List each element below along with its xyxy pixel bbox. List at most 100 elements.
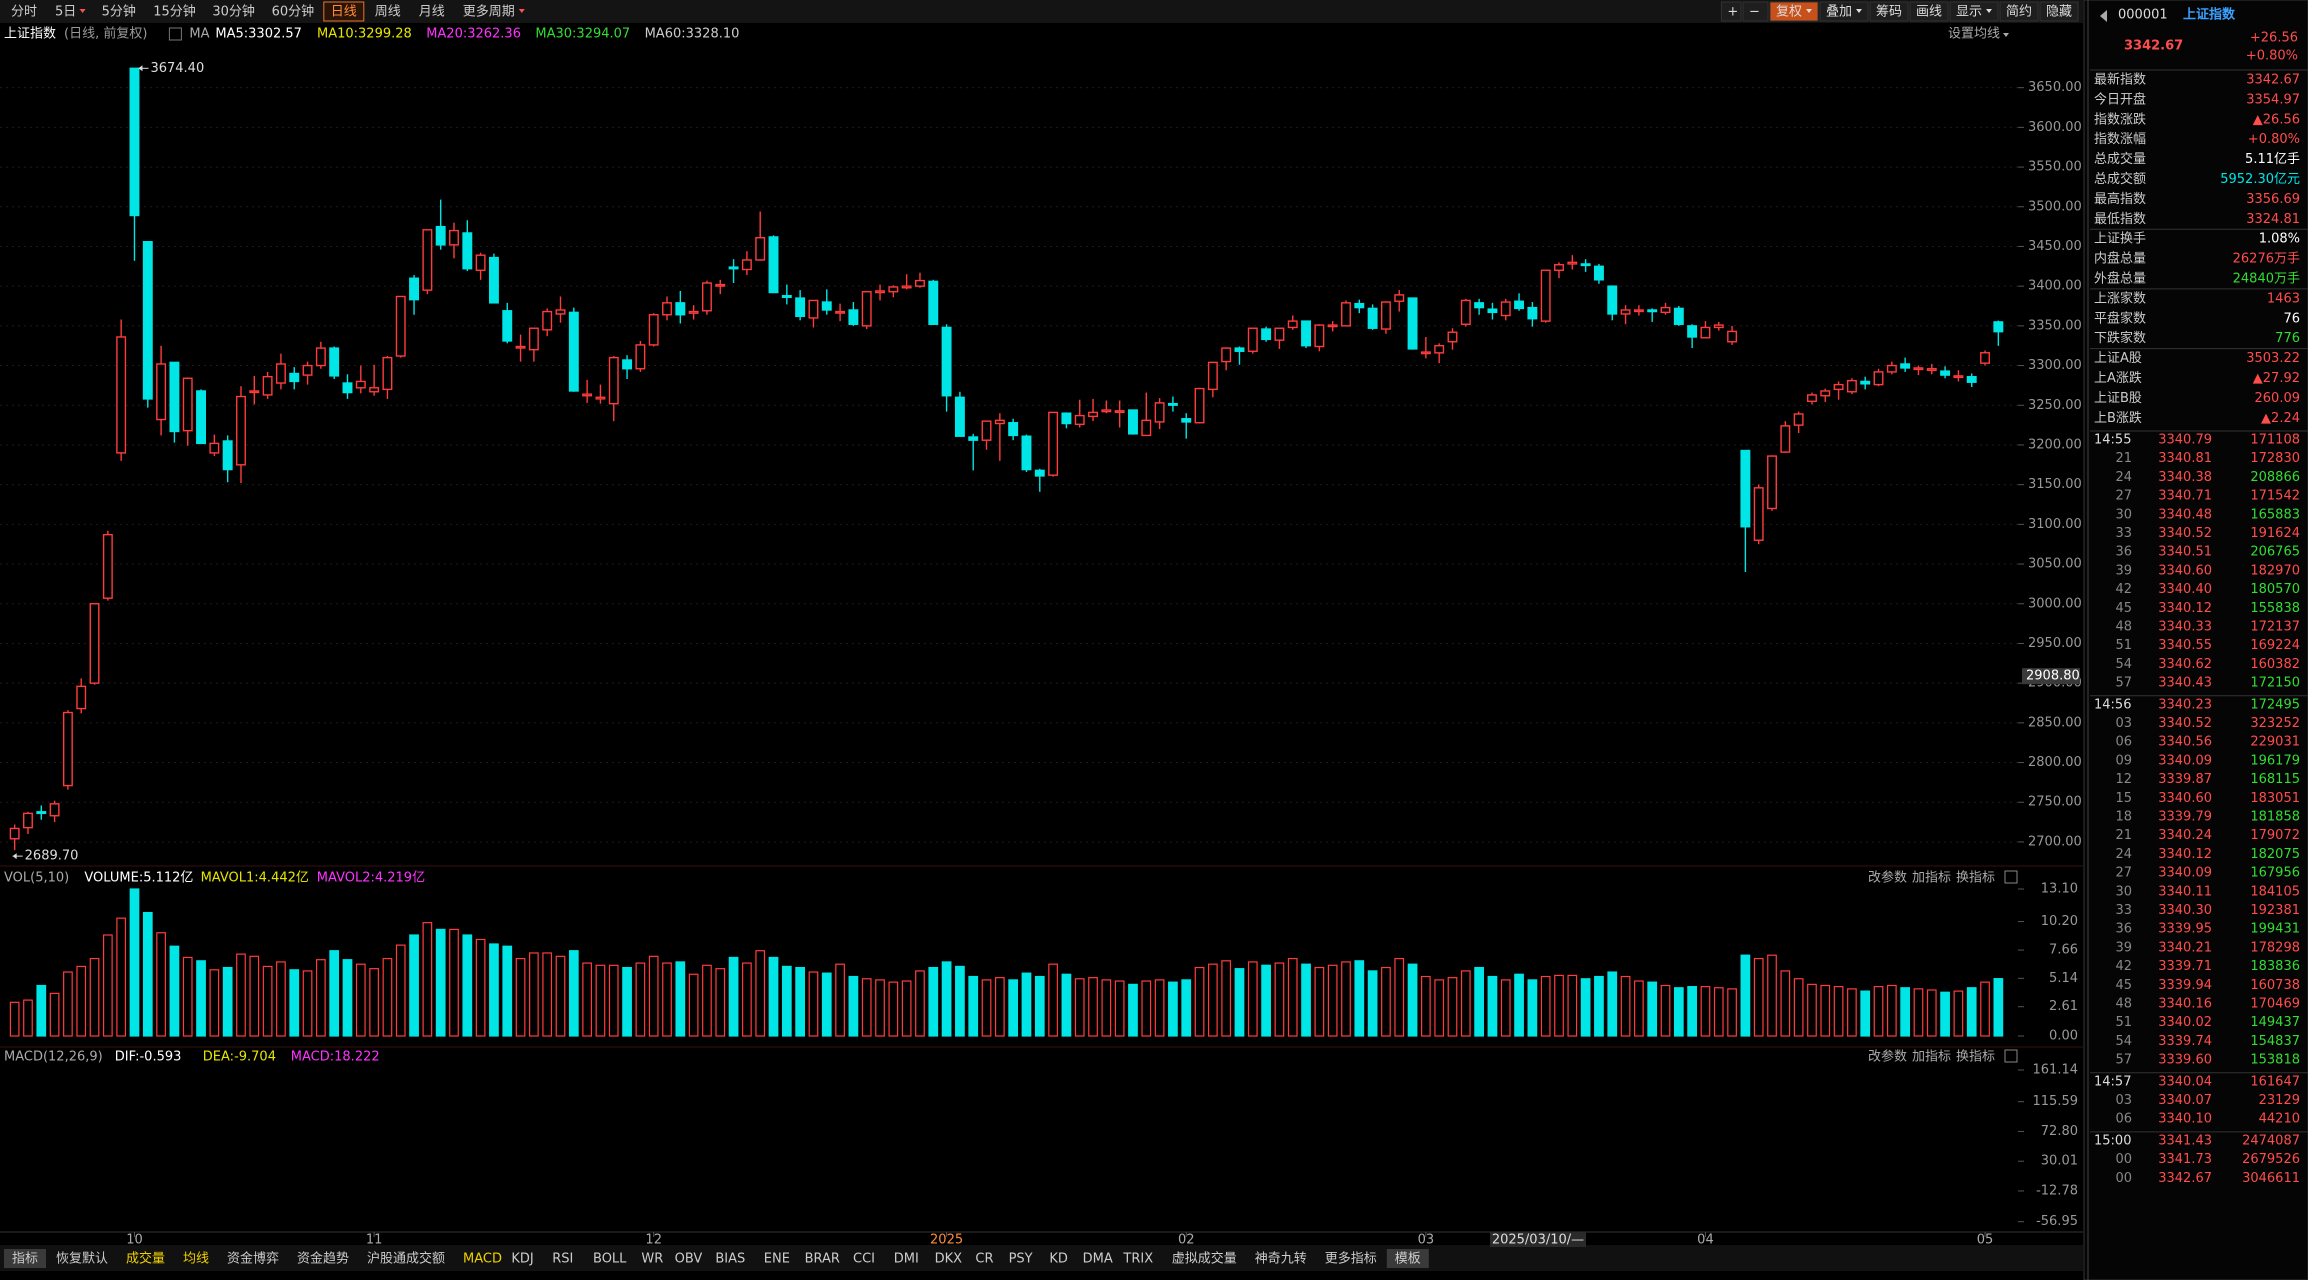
ma-legend[interactable]: MA60:3328.10 [645, 27, 740, 42]
volume-bar [1980, 981, 1990, 1037]
candle-body [169, 361, 180, 433]
tool-bg [1999, 1, 2039, 22]
volume-bar [196, 960, 206, 1037]
volume-bar [1700, 986, 1711, 1037]
period-tab[interactable]: 15分钟 [153, 4, 196, 20]
volume-bar [1673, 987, 1684, 1037]
volume-bar [1647, 981, 1658, 1037]
indicator-tab[interactable]: 沪股通成交额 [367, 1251, 445, 1267]
indicator-tab[interactable]: KD [1049, 1252, 1068, 1267]
panel-action[interactable]: 改参数 [1868, 1049, 1907, 1065]
panel-action[interactable]: 改参数 [1868, 870, 1907, 886]
volume-bar [395, 944, 406, 1037]
candle-body [808, 299, 819, 319]
indicator-tab[interactable]: 资金趋势 [297, 1251, 349, 1267]
period-tab[interactable]: 60分钟 [272, 4, 315, 20]
period-tab[interactable]: 更多周期 [463, 4, 515, 20]
volume-bar [888, 981, 899, 1037]
period-tab[interactable]: 5分钟 [102, 4, 136, 20]
indicator-tab[interactable]: DMI [894, 1252, 919, 1267]
trade-time: 06 [2115, 1112, 2132, 1127]
trade-price: 3340.62 [2158, 657, 2212, 672]
volume-bar [302, 970, 313, 1037]
indicator-tab[interactable]: CR [975, 1252, 993, 1267]
period-tab[interactable]: 分时 [11, 5, 37, 20]
period-tab[interactable]: 周线 [375, 5, 401, 20]
indicator-tab[interactable]: DMA [1083, 1252, 1113, 1267]
panel-action[interactable]: 换指标 [1956, 1050, 1995, 1065]
tool-button[interactable]: 显示 [1956, 5, 1982, 20]
indicator-tab[interactable]: BRAR [805, 1252, 840, 1267]
ma-legend[interactable]: MA10:3299.28 [317, 27, 412, 42]
trade-price: 3339.95 [2158, 922, 2212, 937]
volume-bar [449, 928, 459, 1037]
indicator-tab[interactable]: 更多指标 [1325, 1251, 1377, 1267]
panel-action[interactable]: 换指标 [1956, 871, 1995, 886]
volume-bar [1207, 963, 1218, 1037]
indicator-tab[interactable]: CCI [853, 1252, 875, 1267]
candle-body [901, 285, 912, 289]
volume-bar [848, 975, 859, 1037]
tool-button[interactable]: 叠加 [1826, 5, 1852, 20]
tab-active-bg [4, 1249, 46, 1268]
indicator-tab[interactable]: 资金博弈 [227, 1251, 279, 1267]
x-tick-label: 12 [645, 1233, 662, 1248]
period-tab[interactable]: 日线 [331, 5, 357, 20]
candle-body [1567, 261, 1578, 265]
tool-button[interactable]: + [1727, 5, 1738, 20]
prev-arrow[interactable] [2100, 10, 2107, 22]
tool-button[interactable]: 简约 [2006, 4, 2032, 20]
indicator-tab[interactable]: 模板 [1395, 1252, 1421, 1267]
trade-price: 3340.21 [2158, 940, 2212, 955]
indicator-tab[interactable]: PSY [1009, 1252, 1033, 1267]
indicator-tab[interactable]: RSI [552, 1252, 573, 1267]
quote-label: 上证B股 [2094, 391, 2142, 406]
candle-body [1420, 351, 1431, 355]
period-tab[interactable]: 30分钟 [212, 4, 255, 20]
indicator-tab[interactable]: 恢复默认 [56, 1251, 108, 1267]
ma-legend[interactable]: MA5:3302.57 [215, 27, 302, 42]
ma-settings[interactable]: 设置均线 [1948, 27, 2000, 42]
indicator-tab[interactable]: WR [641, 1252, 663, 1267]
indicator-tab[interactable]: 均线 [183, 1252, 209, 1267]
tool-button[interactable]: 隐藏 [2046, 5, 2072, 20]
indicator-tab[interactable]: 神奇九转 [1255, 1251, 1307, 1267]
trade-time: 03 [2115, 1093, 2132, 1108]
trade-price: 3342.67 [2158, 1171, 2212, 1186]
indicator-tab[interactable]: OBV [675, 1252, 703, 1267]
panel-close[interactable] [2004, 870, 2018, 884]
tool-button[interactable]: 复权 [1776, 4, 1802, 20]
tool-button[interactable]: − [1749, 5, 1760, 20]
indicator-tab[interactable]: ENE [764, 1252, 790, 1267]
indicator-tab[interactable]: BIAS [715, 1252, 745, 1267]
tool-button[interactable]: 画线 [1916, 5, 1942, 20]
volume-bar [89, 957, 100, 1037]
indicator-tab[interactable]: BOLL [593, 1252, 627, 1267]
quote-label: 总成交量 [2094, 151, 2146, 167]
candle-body [1966, 375, 1977, 383]
quote-value: 260.09 [2255, 391, 2301, 406]
ma-legend[interactable]: MA30:3294.07 [535, 27, 630, 42]
x-tick-label: 10 [126, 1233, 143, 1248]
panel-action[interactable]: 加指标 [1912, 871, 1951, 886]
tool-button[interactable]: 筹码 [1876, 4, 1902, 20]
indicator-tab[interactable]: KDJ [511, 1252, 533, 1267]
indicator-tab[interactable]: DKX [935, 1252, 963, 1267]
candle-body [9, 827, 20, 840]
candle-body [755, 237, 766, 261]
ma-legend[interactable]: MA20:3262.36 [426, 27, 521, 42]
period-tab[interactable]: 月线 [419, 5, 445, 20]
candle-body [1953, 375, 1964, 379]
period-tab[interactable]: 5日 [55, 5, 76, 20]
indicator-tab[interactable]: 虚拟成交量 [1172, 1251, 1237, 1267]
candle-body [262, 375, 273, 396]
panel-action[interactable]: 加指标 [1912, 1050, 1951, 1065]
panel-close[interactable] [2004, 1049, 2018, 1063]
y-tick-label: 3000.00 [2028, 596, 2082, 611]
indicator-tab[interactable]: 成交量 [126, 1251, 165, 1267]
indicator-tab[interactable]: MACD [463, 1252, 502, 1267]
indicator-tab[interactable]: 指标 [12, 1252, 38, 1267]
indicator-tab[interactable]: TRIX [1122, 1252, 1153, 1267]
candle-body [1341, 302, 1351, 327]
quote-value: 5.11亿手 [2245, 152, 2300, 167]
